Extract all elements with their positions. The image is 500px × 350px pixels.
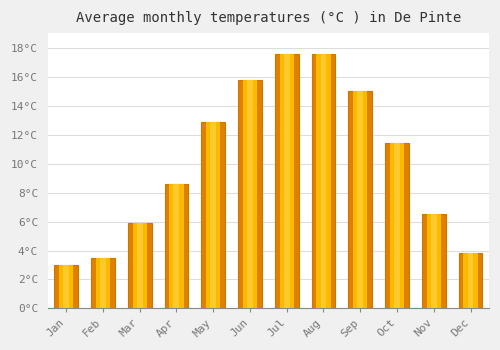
Bar [422,214,446,308]
Bar [348,91,372,308]
Bar [320,54,326,308]
Bar [468,253,473,308]
Bar [247,79,253,308]
Bar [316,54,330,308]
Bar [431,214,436,308]
Bar [275,54,298,308]
Bar [136,223,142,308]
Bar [210,121,216,308]
Bar [243,79,257,308]
Bar [238,79,262,308]
Bar [458,253,482,308]
Title: Average monthly temperatures (°C ) in De Pinte: Average monthly temperatures (°C ) in De… [76,11,461,25]
Bar [280,54,294,308]
Bar [100,258,106,308]
Bar [132,223,147,308]
Bar [312,54,336,308]
Bar [96,258,110,308]
Bar [390,143,404,308]
Bar [174,184,180,308]
Bar [284,54,290,308]
Bar [353,91,368,308]
Bar [128,223,152,308]
Bar [426,214,441,308]
Bar [385,143,409,308]
Bar [358,91,363,308]
Bar [170,184,183,308]
Bar [54,265,78,308]
Bar [464,253,477,308]
Bar [59,265,74,308]
Bar [202,121,225,308]
Bar [206,121,220,308]
Bar [63,265,69,308]
Bar [394,143,400,308]
Bar [164,184,188,308]
Bar [91,258,115,308]
